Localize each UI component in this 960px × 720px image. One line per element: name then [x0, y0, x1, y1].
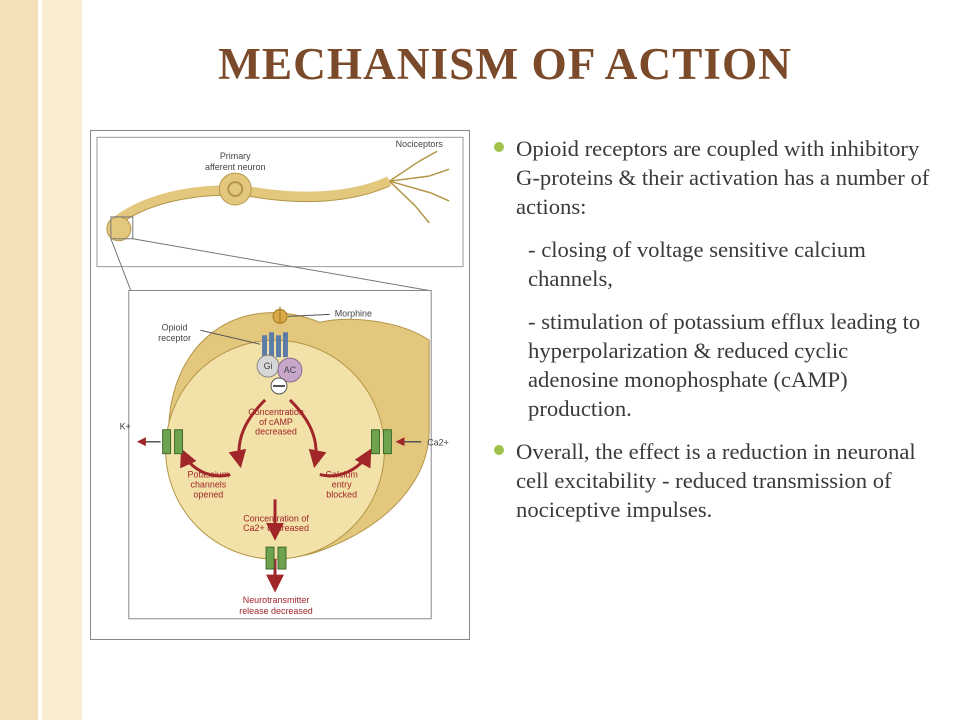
bullet-text: Overall, the effect is a reduction in ne… [516, 439, 916, 522]
label-k-plus: K+ [120, 422, 131, 432]
bullet-item: - closing of voltage sensitive calcium c… [494, 235, 930, 293]
bullet-text: - stimulation of potassium efflux leadin… [528, 309, 920, 421]
decorative-sidebar [0, 0, 82, 720]
label-ac: AC [284, 365, 297, 375]
label-ca2-plus: Ca2+ [427, 438, 449, 448]
bullet-text: - closing of voltage sensitive calcium c… [528, 237, 866, 291]
bullet-item: Opioid receptors are coupled with inhibi… [494, 134, 930, 221]
bullet-item: Overall, the effect is a reduction in ne… [494, 437, 930, 524]
label-nt-release: Neurotransmitterrelease decreased [239, 595, 313, 616]
stripe-1 [0, 0, 38, 720]
label-ca-dec: Concentration ofCa2+ decreased [243, 513, 309, 533]
stripe-3 [42, 0, 82, 720]
label-k-open: Potassiumchannelsopened [188, 470, 230, 500]
label-nociceptors: Nociceptors [396, 139, 444, 149]
label-morphine: Morphine [335, 308, 372, 318]
label-gi: Gi [264, 361, 273, 371]
mechanism-figure: Primaryafferent neuron Nociceptors [90, 130, 470, 640]
label-opioid-receptor: Opioidreceptor [158, 322, 191, 343]
slide-title: MECHANISM OF ACTION [90, 38, 920, 90]
content-row: Primaryafferent neuron Nociceptors [90, 130, 930, 700]
bullet-item: - stimulation of potassium efflux leadin… [494, 307, 930, 423]
bullet-list: Opioid receptors are coupled with inhibi… [494, 130, 930, 700]
bullet-text: Opioid receptors are coupled with inhibi… [516, 136, 929, 219]
